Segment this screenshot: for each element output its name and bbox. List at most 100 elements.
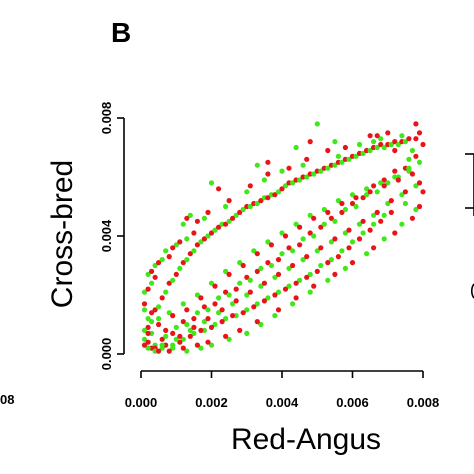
scatter-point (346, 245, 351, 250)
scatter-point (205, 210, 210, 215)
scatter-point (336, 154, 341, 159)
scatter-point (332, 272, 337, 277)
scatter-point (195, 343, 200, 348)
scatter-point (191, 325, 196, 330)
scatter-point (142, 307, 147, 312)
scatter-point (223, 334, 228, 339)
x-tick-label: 0.008 (407, 395, 440, 410)
scatter-point (241, 310, 246, 315)
scatter-point (184, 216, 189, 221)
scatter-point (177, 334, 182, 339)
scatter-point (315, 121, 320, 126)
scatter-point (389, 210, 394, 215)
scatter-point (294, 145, 299, 150)
scatter-point (368, 133, 373, 138)
scatter-point (202, 216, 207, 221)
scatter-point (294, 295, 299, 300)
scatter-point (184, 322, 189, 327)
scatter-point (149, 281, 154, 286)
scatter-point (410, 216, 415, 221)
scatter-point (237, 281, 242, 286)
scatter-point (371, 183, 376, 188)
y-tick-label: 0.004 (99, 219, 114, 252)
scatter-point (163, 248, 168, 253)
scatter-point (177, 239, 182, 244)
scatter-point (382, 183, 387, 188)
scatter-point (375, 189, 380, 194)
scatter-point (184, 307, 189, 312)
scatter-point (353, 195, 358, 200)
scatter-point (301, 163, 306, 168)
scatter-point (174, 325, 179, 330)
scatter-point (392, 230, 397, 235)
scatter-point (265, 171, 270, 176)
scatter-point (413, 136, 418, 141)
scatter-point (205, 340, 210, 345)
scatter-point (357, 236, 362, 241)
scatter-point (396, 177, 401, 182)
scatter-point (156, 316, 161, 321)
scatter-point (167, 254, 172, 259)
scatter-point (160, 343, 165, 348)
scatter-point (382, 213, 387, 218)
scatter-point (420, 142, 425, 147)
scatter-point (361, 230, 366, 235)
scatter-point (142, 343, 147, 348)
scatter-point (364, 251, 369, 256)
scatter-point (174, 272, 179, 277)
y-tick-label: 0.000 (99, 338, 114, 371)
scatter-point (332, 236, 337, 241)
scatter-point (216, 295, 221, 300)
scatter-point (304, 275, 309, 280)
scatter-point (265, 160, 270, 165)
scatter-point (188, 334, 193, 339)
scatter-point (413, 121, 418, 126)
scatter-point (272, 313, 277, 318)
scatter-point (262, 281, 267, 286)
scatter-point (410, 148, 415, 153)
scatter-point (244, 331, 249, 336)
scatter-point (350, 260, 355, 265)
scatter-point (353, 204, 358, 209)
scatter-point (153, 275, 158, 280)
scatter-point (216, 186, 221, 191)
scatter-point (318, 263, 323, 268)
scatter-point (184, 236, 189, 241)
scatter-point (375, 210, 380, 215)
scatter-point (290, 263, 295, 268)
scatter-point (255, 319, 260, 324)
scatter-point (339, 201, 344, 206)
y-tick-label: 0.008 (99, 102, 114, 135)
scatter-point (170, 245, 175, 250)
scatter-point (385, 130, 390, 135)
scatter-point (276, 257, 281, 262)
scatter-point (230, 313, 235, 318)
scatter-point (403, 201, 408, 206)
scatter-point (283, 287, 288, 292)
scatter-point (325, 148, 330, 153)
scatter-point (223, 204, 228, 209)
scatter-point (195, 310, 200, 315)
scatter-point (163, 334, 168, 339)
scatter-point (209, 325, 214, 330)
scatter-point (241, 263, 246, 268)
scatter-point (290, 301, 295, 306)
scatter-point (399, 222, 404, 227)
scatter-point (198, 295, 203, 300)
scatter-point (325, 278, 330, 283)
scatter-point (318, 245, 323, 250)
scatter-point (212, 301, 217, 306)
scatter-point (156, 349, 161, 354)
scatter-point (262, 177, 267, 182)
scatter-point (163, 328, 168, 333)
scatter-point (325, 260, 330, 265)
scatter-point (290, 248, 295, 253)
right-neighbor-panel-fragment (465, 154, 474, 298)
scatter-point (142, 301, 147, 306)
scatter-point (311, 216, 316, 221)
scatter-point (191, 248, 196, 253)
scatter-point (350, 239, 355, 244)
scatter-point (308, 290, 313, 295)
scatter-point (181, 222, 186, 227)
